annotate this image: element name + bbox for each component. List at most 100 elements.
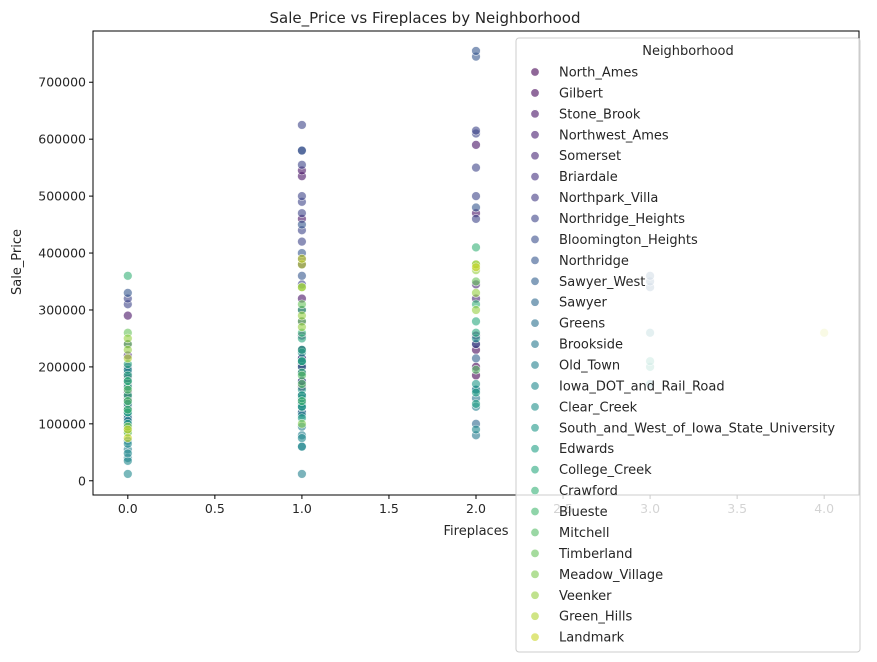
point-Green_Hills-0 — [123, 353, 133, 364]
point-Mitchell-2 — [297, 379, 307, 389]
legend-label-Green_Hills: Green_Hills — [559, 610, 632, 625]
point-College_Creek-3 — [297, 356, 307, 366]
y-tick-label: 200000 — [38, 359, 86, 374]
point-Northridge-3 — [297, 219, 307, 230]
legend: Neighborhood North_Ames Gilbert Stone_Broo… — [515, 37, 861, 653]
x-tick-label: 0.0 — [118, 501, 138, 516]
x-tick-label: 2.0 — [466, 501, 486, 516]
point-Iowa_DOT_and_Rail_Road-5 — [297, 433, 307, 443]
y-axis-label: Sale_Price — [10, 229, 25, 295]
point-Crawford-1 — [123, 376, 133, 386]
legend-marker-Meadow_Village — [530, 569, 540, 579]
point-Blueste-0 — [123, 404, 133, 415]
legend-label-Clear_Creek: Clear_Creek — [559, 400, 638, 415]
legend-marker-Stone_Brook — [530, 109, 540, 119]
legend-marker-Northridge_Heights — [530, 214, 540, 224]
legend-box — [515, 37, 861, 653]
point-College_Creek-4 — [297, 345, 307, 355]
legend-label-Brookside: Brookside — [559, 338, 623, 353]
legend-label-Northpark_Villa: Northpark_Villa — [559, 191, 658, 206]
legend-label-North_Ames: North_Ames — [559, 66, 638, 81]
legend-marker-Iowa_DOT_and_Rail_Road — [530, 381, 540, 391]
point-Northridge_Heights-11 — [297, 120, 307, 130]
legend-marker-Edwards — [530, 444, 540, 454]
point-College_Creek-7 — [471, 316, 481, 327]
point-Timberland-5 — [471, 276, 481, 287]
point-Northridge_Heights-16 — [471, 214, 481, 224]
point-Northridge_Heights-15 — [471, 191, 481, 201]
legend-marker-College_Creek — [530, 465, 540, 475]
legend-label-Blueste: Blueste — [559, 505, 608, 520]
legend-marker-Brookside — [530, 339, 540, 349]
point-Veenker-3 — [297, 310, 307, 321]
point-Northridge_Heights-12 — [471, 162, 481, 173]
point-Northridge-4 — [297, 145, 307, 156]
legend-label-College_Creek: College_Creek — [559, 463, 652, 478]
legend-label-Mitchell: Mitchell — [559, 526, 610, 541]
legend-marker-Somerset — [530, 151, 540, 161]
legend-label-Veenker: Veenker — [559, 589, 612, 604]
y-tick-label: 400000 — [38, 246, 86, 261]
legend-title: Neighborhood — [642, 44, 734, 59]
legend-label-Meadow_Village: Meadow_Village — [559, 568, 663, 583]
y-axis-ticks: 0 100000 200000 300000 400000 500000 600000 700… — [38, 75, 93, 488]
point-Northridge-7 — [471, 46, 481, 56]
point-Northridge-5 — [471, 202, 481, 213]
legend-label-South_and_West_of_Iowa_State_University: South_and_West_of_Iowa_State_University — [559, 421, 835, 436]
legend-marker-Bloomington_Heights — [530, 234, 540, 244]
point-Veenker-2 — [297, 322, 307, 332]
y-tick-label: 100000 — [38, 416, 86, 431]
legend-marker-North_Ames — [530, 67, 540, 77]
legend-label-Northridge_Heights: Northridge_Heights — [559, 212, 685, 227]
point-Stone_Brook-0 — [123, 310, 133, 321]
point-Sawyer_West-5 — [471, 353, 481, 364]
point-Iowa_DOT_and_Rail_Road-4 — [297, 441, 307, 452]
point-Landmark-1 — [123, 424, 133, 435]
legend-label-Timberland: Timberland — [558, 547, 632, 562]
point-Landmark-0 — [123, 433, 133, 443]
legend-label-Sawyer: Sawyer — [559, 296, 608, 311]
legend-label-Edwards: Edwards — [559, 442, 614, 457]
legend-marker-Veenker — [530, 590, 540, 600]
y-tick-label: 0 — [78, 473, 86, 488]
point-Iowa_DOT_and_Rail_Road-0 — [123, 469, 133, 479]
point-Mitchell-0 — [123, 396, 133, 406]
legend-marker-Northwest_Ames — [530, 130, 540, 140]
legend-marker-Old_Town — [530, 360, 540, 370]
point-Meadow_Village-2 — [297, 419, 307, 429]
point-South_and_West_of_Iowa_State_University-4 — [471, 379, 481, 389]
legend-label-Stone_Brook: Stone_Brook — [559, 107, 641, 122]
point-Crawford-7 — [471, 242, 481, 253]
point-Northridge-0 — [123, 288, 133, 298]
legend-marker-Green_Hills — [530, 611, 540, 621]
point-Veenker-1 — [123, 333, 133, 344]
point-Mitchell-4 — [471, 365, 481, 375]
points-layer — [123, 46, 829, 479]
legend-label-Crawford: Crawford — [559, 484, 618, 499]
y-tick-label: 600000 — [38, 132, 86, 147]
point-Edwards-7 — [471, 387, 481, 398]
legend-label-Old_Town: Old_Town — [559, 359, 620, 374]
point-Northridge_Heights-4 — [297, 236, 307, 247]
x-tick-label: 1.5 — [379, 501, 399, 516]
point-Northridge_Heights-6 — [297, 208, 307, 218]
point-Northridge_Heights-9 — [297, 160, 307, 170]
legend-label-Northwest_Ames: Northwest_Ames — [559, 128, 669, 143]
point-Iowa_DOT_and_Rail_Road-6 — [471, 424, 481, 435]
point-Iowa_DOT_and_Rail_Road-2 — [123, 448, 133, 459]
legend-marker-Northridge — [530, 255, 540, 265]
point-Northridge_Heights-14 — [471, 125, 481, 136]
legend-marker-Crawford — [530, 486, 540, 496]
legend-label-Sawyer_West: Sawyer_West — [559, 275, 645, 290]
legend-marker-Landmark — [530, 632, 540, 642]
point-Green_Hills-1 — [297, 282, 307, 292]
legend-marker-Mitchell — [530, 527, 540, 537]
point-Crawford-2 — [123, 271, 133, 281]
legend-label-Iowa_DOT_and_Rail_Road: Iowa_DOT_and_Rail_Road — [559, 379, 725, 394]
legend-label-Somerset: Somerset — [559, 149, 621, 164]
legend-marker-Blueste — [530, 507, 540, 517]
legend-marker-Briardale — [530, 172, 540, 182]
point-Veenker-0 — [123, 345, 133, 355]
point-Stone_Brook-6 — [471, 140, 481, 150]
